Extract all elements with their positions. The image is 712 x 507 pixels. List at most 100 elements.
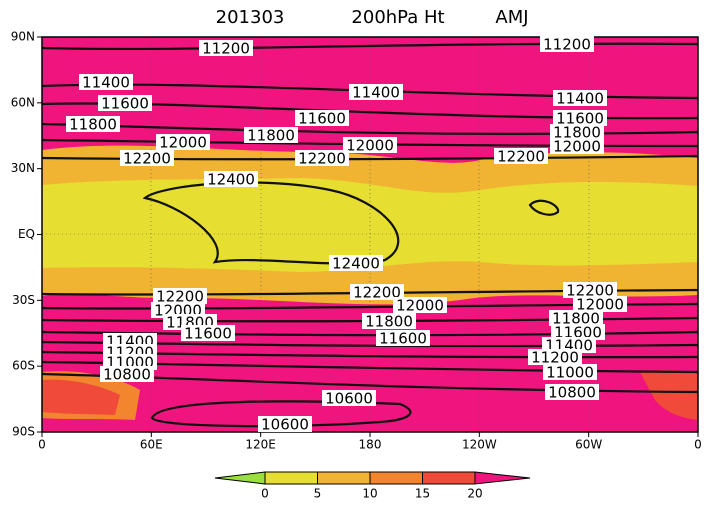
latitude-labels: 90N 60N 30N EQ 30S 60S 90S	[11, 30, 42, 439]
longitude-label: 180	[359, 438, 382, 452]
longitude-label: 0	[694, 438, 702, 452]
contour-label: 11600	[184, 325, 232, 343]
contour-label: 10800	[548, 384, 596, 402]
contour-label: 11200	[202, 40, 250, 58]
contour-label: 11000	[546, 364, 594, 382]
longitude-labels: 0 60E 120E 180 120W 60W 0	[38, 432, 702, 452]
red-patch	[640, 370, 698, 420]
contour-label-box	[549, 310, 603, 326]
contour-label-box	[120, 150, 174, 166]
colorbar-segment	[264, 471, 318, 485]
contour-label-box	[79, 74, 133, 90]
contour-label: 12000	[553, 138, 601, 156]
contour-label-box	[550, 124, 604, 140]
contour-label-box	[540, 36, 594, 52]
contour-label-box	[204, 171, 258, 187]
contour-label: 11200	[543, 36, 591, 54]
longitude-label: 0	[38, 438, 46, 452]
contour-label-box	[528, 349, 582, 365]
contour-label-box	[199, 40, 253, 56]
contour-label: 11800	[553, 124, 601, 142]
contour-label: 11800	[552, 310, 600, 328]
latitude-label: EQ	[18, 227, 35, 241]
colorbar-tick-label: 20	[467, 487, 482, 501]
contour-label: 11600	[379, 330, 427, 348]
variable: 200hPa Ht	[351, 7, 444, 28]
colorbar-segment	[369, 471, 423, 485]
contour-label: 11400	[556, 90, 604, 108]
contour-label-box	[244, 127, 298, 143]
contour-label: 12200	[353, 284, 401, 302]
contour-label: 12000	[346, 137, 394, 155]
colorbar-segment	[317, 471, 371, 485]
contour-label: 12200	[123, 150, 171, 168]
contour-label: 12400	[207, 171, 255, 189]
contour-label-box	[153, 288, 207, 304]
latitude-label: 90N	[11, 30, 35, 44]
contour-label: 12200	[497, 148, 545, 166]
contour-label: 11600	[298, 110, 346, 128]
contour-label-box	[545, 384, 599, 400]
contour-label-box	[343, 137, 397, 153]
contour-label: 12000	[396, 297, 444, 315]
colorbar-tick-label: 10	[362, 487, 377, 501]
grid	[42, 37, 698, 432]
contour-label-box	[376, 330, 430, 346]
contour-label: 12400	[332, 255, 380, 273]
colorbar-tick-label: 15	[415, 487, 430, 501]
latitude-label: 60S	[12, 359, 35, 373]
contour-label-box	[329, 255, 383, 271]
longitude-label: 60W	[575, 438, 602, 452]
contour-label-box	[350, 284, 404, 300]
contour-label-box	[295, 150, 349, 166]
contour-label-box	[66, 116, 120, 132]
contour-label-box	[551, 324, 605, 340]
contour-label: 11400	[82, 74, 130, 92]
latitude-label: 90S	[12, 425, 35, 439]
contour-label: 10600	[325, 390, 373, 408]
contour	[150, 400, 412, 428]
title: 201303	[216, 7, 285, 28]
contour-label-box	[349, 84, 403, 100]
latitude-label: 30S	[12, 293, 35, 307]
contour-label-box	[156, 134, 210, 150]
contour-label-box	[543, 364, 597, 380]
contour-label-box	[573, 296, 627, 312]
contour-label: 11800	[69, 116, 117, 134]
longitude-label: 60E	[140, 438, 163, 452]
contour-label-box	[98, 95, 152, 111]
contour	[528, 199, 560, 216]
contour-label-box	[553, 110, 607, 126]
contour-label: 11800	[365, 313, 413, 331]
contour-label: 11600	[101, 95, 149, 113]
contour-label-box	[362, 313, 416, 329]
season: AMJ	[495, 7, 528, 28]
contour-label: 11600	[556, 110, 604, 128]
latitude-label: 60N	[11, 95, 35, 109]
contour-label: 12000	[159, 134, 207, 152]
contour-label: 11400	[352, 84, 400, 102]
colorbar-tick-label: 0	[261, 487, 269, 501]
longitude-label: 120E	[245, 438, 276, 452]
colorbar-tick-label: 5	[314, 487, 322, 501]
contour-label: 12200	[156, 288, 204, 306]
red-patch	[42, 379, 120, 415]
contour-label-box	[258, 416, 312, 432]
contour-label: 11800	[247, 127, 295, 145]
colorbar-high	[474, 471, 531, 485]
contour-label-box	[100, 366, 154, 382]
longitude-label: 120W	[462, 438, 497, 452]
colorbar: 0 5 10 15 20	[214, 471, 531, 501]
contour-label-box	[553, 90, 607, 106]
contour-label: 10800	[103, 366, 151, 384]
contour-label-box	[322, 390, 376, 406]
contour-label: 11200	[531, 349, 579, 367]
colorbar-segment	[422, 471, 476, 485]
contour-label-box	[550, 138, 604, 154]
contour-label-box	[494, 148, 548, 164]
contour-label-box	[563, 282, 617, 298]
contour-label: 12200	[298, 150, 346, 168]
colorbar-low	[214, 471, 266, 485]
contour-label-box	[295, 110, 349, 126]
